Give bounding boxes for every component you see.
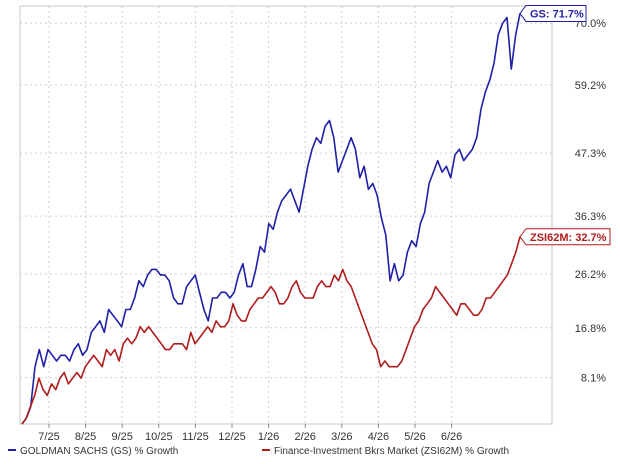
legend-label: GOLDMAN SACHS (GS) % Growth — [20, 446, 178, 457]
x-tick-label: 7/25 — [38, 431, 59, 443]
callout-zsi62m: ZSI62M: 32.7% — [519, 228, 611, 246]
series-lines — [21, 13, 521, 425]
y-tick-label: 8.1% — [581, 373, 606, 385]
x-tick-label: 1/26 — [258, 431, 279, 443]
x-tick-label: 5/26 — [404, 431, 425, 443]
x-axis: 7/25 8/25 9/25 10/25 11/25 12/25 1/26 2/26 3/26 4… — [38, 424, 462, 443]
y-tick-label: 47.3% — [575, 148, 606, 160]
x-tick-label: 4/26 — [368, 431, 389, 443]
legend-item-gs: GOLDMAN SACHS (GS) % Growth — [8, 446, 178, 457]
y-axis: 8.1%16.8%26.2%36.3%47.3%59.2%70.0% — [575, 18, 606, 384]
series-line-zsi62m — [21, 236, 521, 425]
x-tick-label: 2/26 — [294, 431, 315, 443]
series-line-gs — [21, 13, 521, 425]
x-tick-label: 3/26 — [331, 431, 352, 443]
x-tick-label: 12/25 — [218, 431, 246, 443]
x-tick-label: 8/25 — [75, 431, 96, 443]
x-tick-label: 11/25 — [182, 431, 209, 443]
y-tick-label: 26.2% — [575, 269, 606, 281]
x-tick-label: 6/26 — [441, 431, 462, 443]
y-tick-label: 16.8% — [575, 323, 606, 335]
plot-frame — [19, 5, 553, 425]
callout-box — [519, 4, 587, 22]
legend-label: Finance-Investment Bkrs Market (ZSI62M) … — [274, 446, 509, 457]
end-value-callouts: GS: 71.7% ZSI62M: 32.7% — [519, 4, 611, 246]
x-tick-label: 10/25 — [145, 431, 173, 443]
callout-label: GS: 71.7% — [530, 8, 584, 20]
grid — [19, 5, 553, 425]
callout-box — [519, 228, 611, 246]
y-tick-label: 59.2% — [575, 80, 606, 92]
legend-item-zsi62m: Finance-Investment Bkrs Market (ZSI62M) … — [262, 446, 509, 457]
callout-gs: GS: 71.7% — [519, 4, 587, 22]
legend: GOLDMAN SACHS (GS) % Growth Finance-Inves… — [8, 446, 509, 457]
x-tick-label: 9/25 — [111, 431, 132, 443]
y-tick-label: 36.3% — [575, 211, 606, 223]
callout-label: ZSI62M: 32.7% — [530, 232, 607, 244]
